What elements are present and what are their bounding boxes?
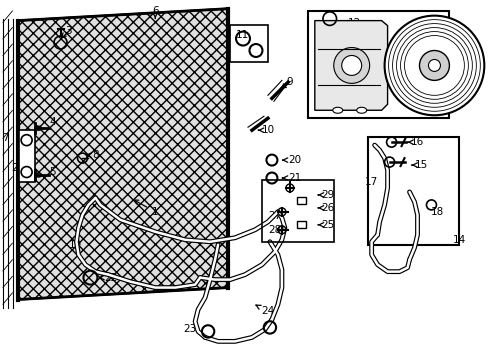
Bar — [19, 130, 35, 182]
Text: 8: 8 — [86, 150, 99, 160]
Circle shape — [341, 55, 361, 75]
Text: 14: 14 — [452, 235, 465, 245]
Text: 10: 10 — [258, 125, 274, 135]
FancyBboxPatch shape — [297, 197, 305, 204]
Text: 22: 22 — [100, 273, 117, 283]
Text: 2: 2 — [11, 163, 18, 173]
Circle shape — [427, 59, 440, 71]
FancyBboxPatch shape — [297, 221, 305, 228]
Text: 13: 13 — [452, 71, 465, 80]
Text: 29: 29 — [318, 190, 334, 200]
Circle shape — [333, 48, 369, 84]
Text: 28: 28 — [268, 225, 281, 235]
Text: 5: 5 — [49, 167, 56, 177]
Text: 25: 25 — [318, 220, 334, 230]
Text: 19: 19 — [69, 240, 82, 250]
Polygon shape — [18, 9, 227, 300]
Text: 11: 11 — [235, 30, 248, 40]
Text: 16: 16 — [407, 137, 423, 147]
Text: 24: 24 — [255, 305, 274, 316]
Ellipse shape — [332, 107, 342, 113]
Text: 1: 1 — [134, 200, 158, 217]
Bar — [262, 180, 333, 242]
Text: 26: 26 — [318, 203, 334, 213]
Text: 12: 12 — [342, 18, 361, 28]
Bar — [367, 137, 458, 245]
Bar — [307, 11, 448, 118]
Text: 17: 17 — [364, 177, 378, 187]
Text: 9: 9 — [281, 77, 293, 88]
Text: 6: 6 — [152, 6, 158, 18]
Text: 23: 23 — [183, 324, 196, 334]
Ellipse shape — [356, 107, 366, 113]
Text: 15: 15 — [411, 160, 427, 170]
Polygon shape — [314, 21, 387, 110]
Text: 3: 3 — [61, 26, 72, 37]
Text: 7: 7 — [2, 133, 9, 143]
Text: 20: 20 — [282, 155, 301, 165]
Text: 4: 4 — [49, 117, 56, 127]
Text: 21: 21 — [282, 173, 301, 183]
Text: 18: 18 — [430, 207, 443, 217]
Circle shape — [384, 15, 483, 115]
Bar — [229, 24, 267, 62]
Circle shape — [419, 50, 448, 80]
Text: 27: 27 — [268, 211, 281, 221]
